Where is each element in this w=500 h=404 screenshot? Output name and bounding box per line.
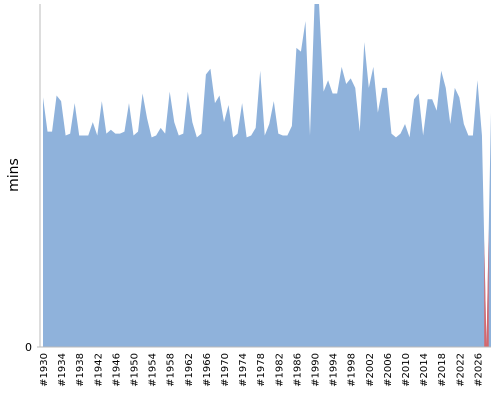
x-tick-label: #1982 [274, 353, 285, 387]
x-tick-label: #1994 [329, 353, 340, 387]
x-tick-label: #1962 [184, 353, 195, 387]
x-tick-label: #1950 [130, 353, 141, 387]
highlight-area [484, 228, 489, 347]
x-tick-label: #2010 [401, 353, 412, 387]
x-tick-label: #1966 [202, 353, 213, 387]
area [43, 4, 491, 347]
x-tick-label: #1938 [75, 353, 86, 387]
x-tick-label: #1930 [39, 353, 50, 387]
x-tick-label: #1946 [111, 353, 122, 387]
x-tick-label: #1978 [256, 353, 267, 387]
x-tick-label: #1958 [166, 353, 177, 387]
x-tick-label: #2006 [383, 353, 394, 387]
x-tick-label: #1998 [347, 353, 358, 387]
y-axis-label: mins [6, 158, 22, 192]
y-tick-label: 0 [25, 341, 32, 354]
x-tick-label: #2002 [365, 353, 376, 387]
x-tick-label: #1954 [148, 353, 159, 387]
x-tick-label: #1934 [57, 353, 68, 387]
x-tick-label: #1942 [93, 353, 104, 387]
x-tick-label: #2026 [473, 353, 484, 387]
x-tick-label: #1974 [238, 353, 249, 387]
x-tick-label: #2018 [437, 353, 448, 387]
x-tick-label: #1970 [220, 353, 231, 387]
x-tick-label: #2022 [455, 353, 466, 387]
x-tick-label: #1986 [292, 353, 303, 387]
x-tick-label: #1990 [311, 353, 322, 387]
x-tick-label: #2014 [419, 353, 430, 387]
